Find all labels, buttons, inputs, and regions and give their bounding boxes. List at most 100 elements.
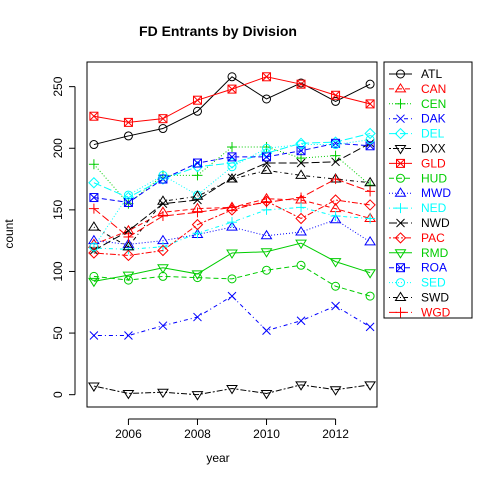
data-point-dak: [124, 331, 133, 340]
data-point-dak: [193, 312, 202, 322]
data-point-wgd: [261, 197, 272, 208]
data-point-dxx: [191, 391, 204, 401]
y-tick-label: 0: [51, 391, 65, 398]
data-point-dak: [89, 331, 99, 340]
legend-label-can: CAN: [421, 82, 446, 96]
data-point-del: [260, 147, 273, 159]
legend-marker-rmd: [394, 249, 407, 259]
data-point-roa: [192, 158, 202, 168]
data-point-dak: [331, 301, 340, 311]
series-swd: [88, 164, 376, 251]
x-axis-label: year: [206, 451, 229, 465]
data-point-wgd: [330, 174, 341, 185]
data-point-sed: [227, 162, 237, 172]
legend-entry-dak: DAK: [389, 112, 446, 126]
y-tick-label: 100: [51, 261, 65, 281]
data-point-hud: [89, 271, 99, 281]
data-point-nwd: [124, 226, 133, 236]
data-point-sed: [123, 190, 133, 200]
data-point-wgd: [157, 211, 168, 222]
legend-entry-cen: CEN: [389, 97, 446, 111]
data-point-roa: [123, 197, 133, 207]
series-sed: [89, 135, 375, 252]
series-rmd: [88, 239, 376, 288]
data-point-pac: [295, 212, 307, 225]
data-point-ned: [227, 217, 237, 228]
data-point-gld: [331, 90, 341, 100]
data-point-mwd: [364, 235, 376, 246]
legend-entry-atl: ATL: [389, 67, 442, 81]
legend-entry-gld: GLD: [389, 156, 446, 170]
legend-box: [383, 61, 473, 319]
data-point-nwd: [296, 158, 306, 168]
legend-entry-ned: NED: [389, 201, 447, 215]
data-point-atl: [192, 106, 202, 116]
data-point-mwd: [226, 221, 238, 231]
legend-entry-wgd: WGD: [389, 305, 451, 319]
data-point-wgd: [296, 192, 307, 203]
legend-label-sed: SED: [421, 276, 446, 290]
legend-label-ned: NED: [421, 201, 447, 215]
series-line-gld: [93, 76, 371, 123]
data-point-swd: [191, 190, 204, 200]
data-point-sed: [365, 135, 375, 145]
y-axis: 0 50 100 150 200 250: [51, 76, 76, 398]
data-point-atl: [158, 124, 168, 134]
legend-entry-dxx: DXX: [389, 142, 446, 156]
data-point-ned: [296, 202, 307, 213]
legend-marker-swd: [394, 291, 407, 301]
chart-title: FD Entrants by Division: [139, 23, 297, 39]
series-line-atl: [93, 76, 371, 146]
legend-entry-swd: SWD: [389, 291, 449, 305]
legend-label-del: DEL: [421, 127, 445, 141]
data-point-nwd: [262, 158, 271, 168]
data-point-swd: [157, 195, 169, 205]
series-line-hud: [93, 264, 371, 297]
data-point-swd: [88, 221, 100, 231]
legend-entry-mwd: MWD: [389, 186, 451, 200]
data-point-del: [191, 161, 204, 173]
data-point-dxx: [157, 388, 169, 399]
data-point-rmd: [191, 270, 204, 280]
legend-entry-roa: ROA: [389, 261, 447, 275]
data-point-wgd: [88, 203, 99, 214]
data-point-dak: [227, 291, 237, 301]
legend-entry-rmd: RMD: [389, 246, 449, 260]
data-point-dxx: [226, 385, 238, 395]
legend-label-atl: ATL: [421, 67, 442, 81]
series-line-roa: [93, 142, 371, 203]
data-point-swd: [226, 173, 238, 183]
data-point-wgd: [365, 186, 376, 197]
legend-label-dak: DAK: [421, 112, 446, 126]
data-point-swd: [260, 164, 273, 174]
series-line-cen: [93, 146, 371, 205]
data-point-swd: [122, 240, 135, 251]
data-point-gld: [192, 95, 202, 105]
legend-label-dxx: DXX: [421, 142, 446, 156]
data-point-sed: [262, 143, 272, 153]
series-line-mwd: [93, 219, 371, 245]
data-point-gld: [123, 117, 133, 127]
series-line-rmd: [93, 242, 371, 282]
legend-entry-can: CAN: [389, 82, 446, 96]
data-point-cen: [227, 142, 237, 153]
series-dak: [89, 291, 375, 340]
data-point-pac: [122, 249, 135, 262]
data-point-rmd: [364, 269, 376, 279]
data-point-sed: [296, 140, 306, 150]
series-line-swd: [93, 169, 371, 248]
x-tick-label: 2010: [253, 427, 280, 441]
data-point-atl: [331, 96, 341, 106]
legend-marker-cen: [395, 98, 406, 109]
data-point-roa: [262, 152, 272, 162]
data-point-mwd: [329, 213, 342, 224]
series-gld: [89, 72, 375, 127]
data-point-atl: [365, 79, 375, 89]
legend-marker-dxx: [394, 145, 407, 155]
legend-marker-sed: [396, 278, 405, 288]
data-point-dak: [262, 326, 271, 335]
data-point-sed: [89, 242, 99, 252]
data-point-dxx: [122, 389, 135, 400]
legend-marker-hud: [396, 173, 405, 183]
data-point-cen: [330, 150, 341, 161]
